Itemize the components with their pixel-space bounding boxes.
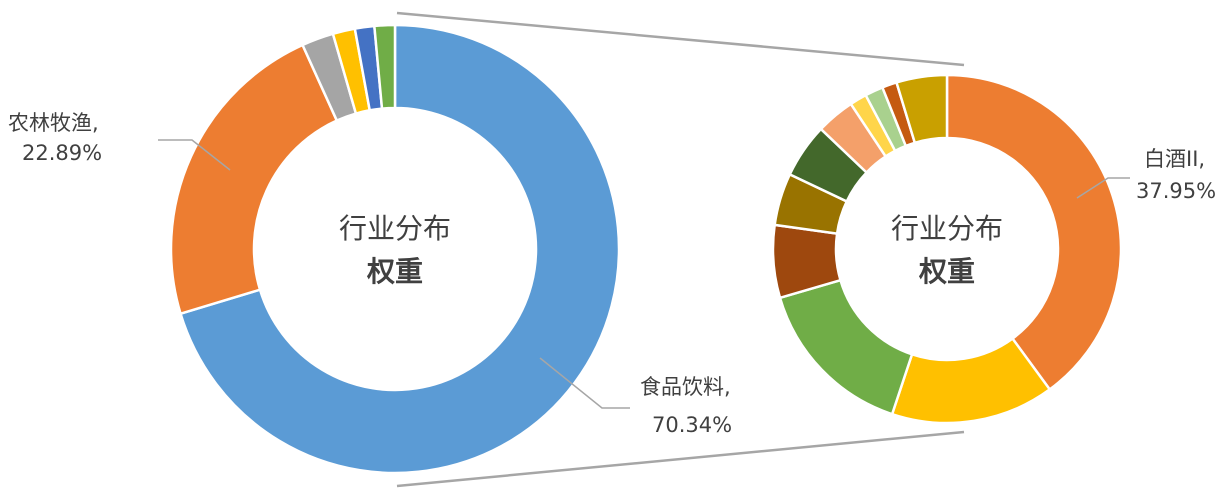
label-food-name: 食品饮料, <box>640 375 731 399</box>
left-donut-slice-0 <box>178 23 621 475</box>
center-title-left-line1: 行业分布 <box>339 212 451 245</box>
zoom-connector-bottom <box>396 430 965 488</box>
leader-line-agri <box>158 139 231 171</box>
right-donut-slice-2 <box>778 278 914 416</box>
leader-line-food <box>539 357 630 409</box>
donut-industry-weight-left <box>169 23 621 475</box>
left-donut-slice-5 <box>372 23 397 110</box>
label-baijiu-value: 37.95% <box>1136 179 1216 203</box>
center-title-left-line2: 权重 <box>366 255 423 288</box>
leader-line-baijiu <box>1076 177 1130 199</box>
zoom-connector-top <box>396 11 965 67</box>
center-title-right-line2: 权重 <box>918 255 975 288</box>
right-donut-slice-0 <box>945 73 1123 392</box>
label-agri-value: 22.89% <box>22 141 102 165</box>
donut-industry-weight-right <box>771 73 1123 425</box>
left-donut-slice-1 <box>169 43 339 316</box>
label-baijiu-name: 白酒II, <box>1144 147 1205 171</box>
label-agri-name: 农林牧渔, <box>8 111 99 135</box>
center-title-right-line1: 行业分布 <box>891 212 1003 245</box>
right-donut-slice-10 <box>894 73 949 145</box>
label-food-value: 70.34% <box>652 413 732 437</box>
